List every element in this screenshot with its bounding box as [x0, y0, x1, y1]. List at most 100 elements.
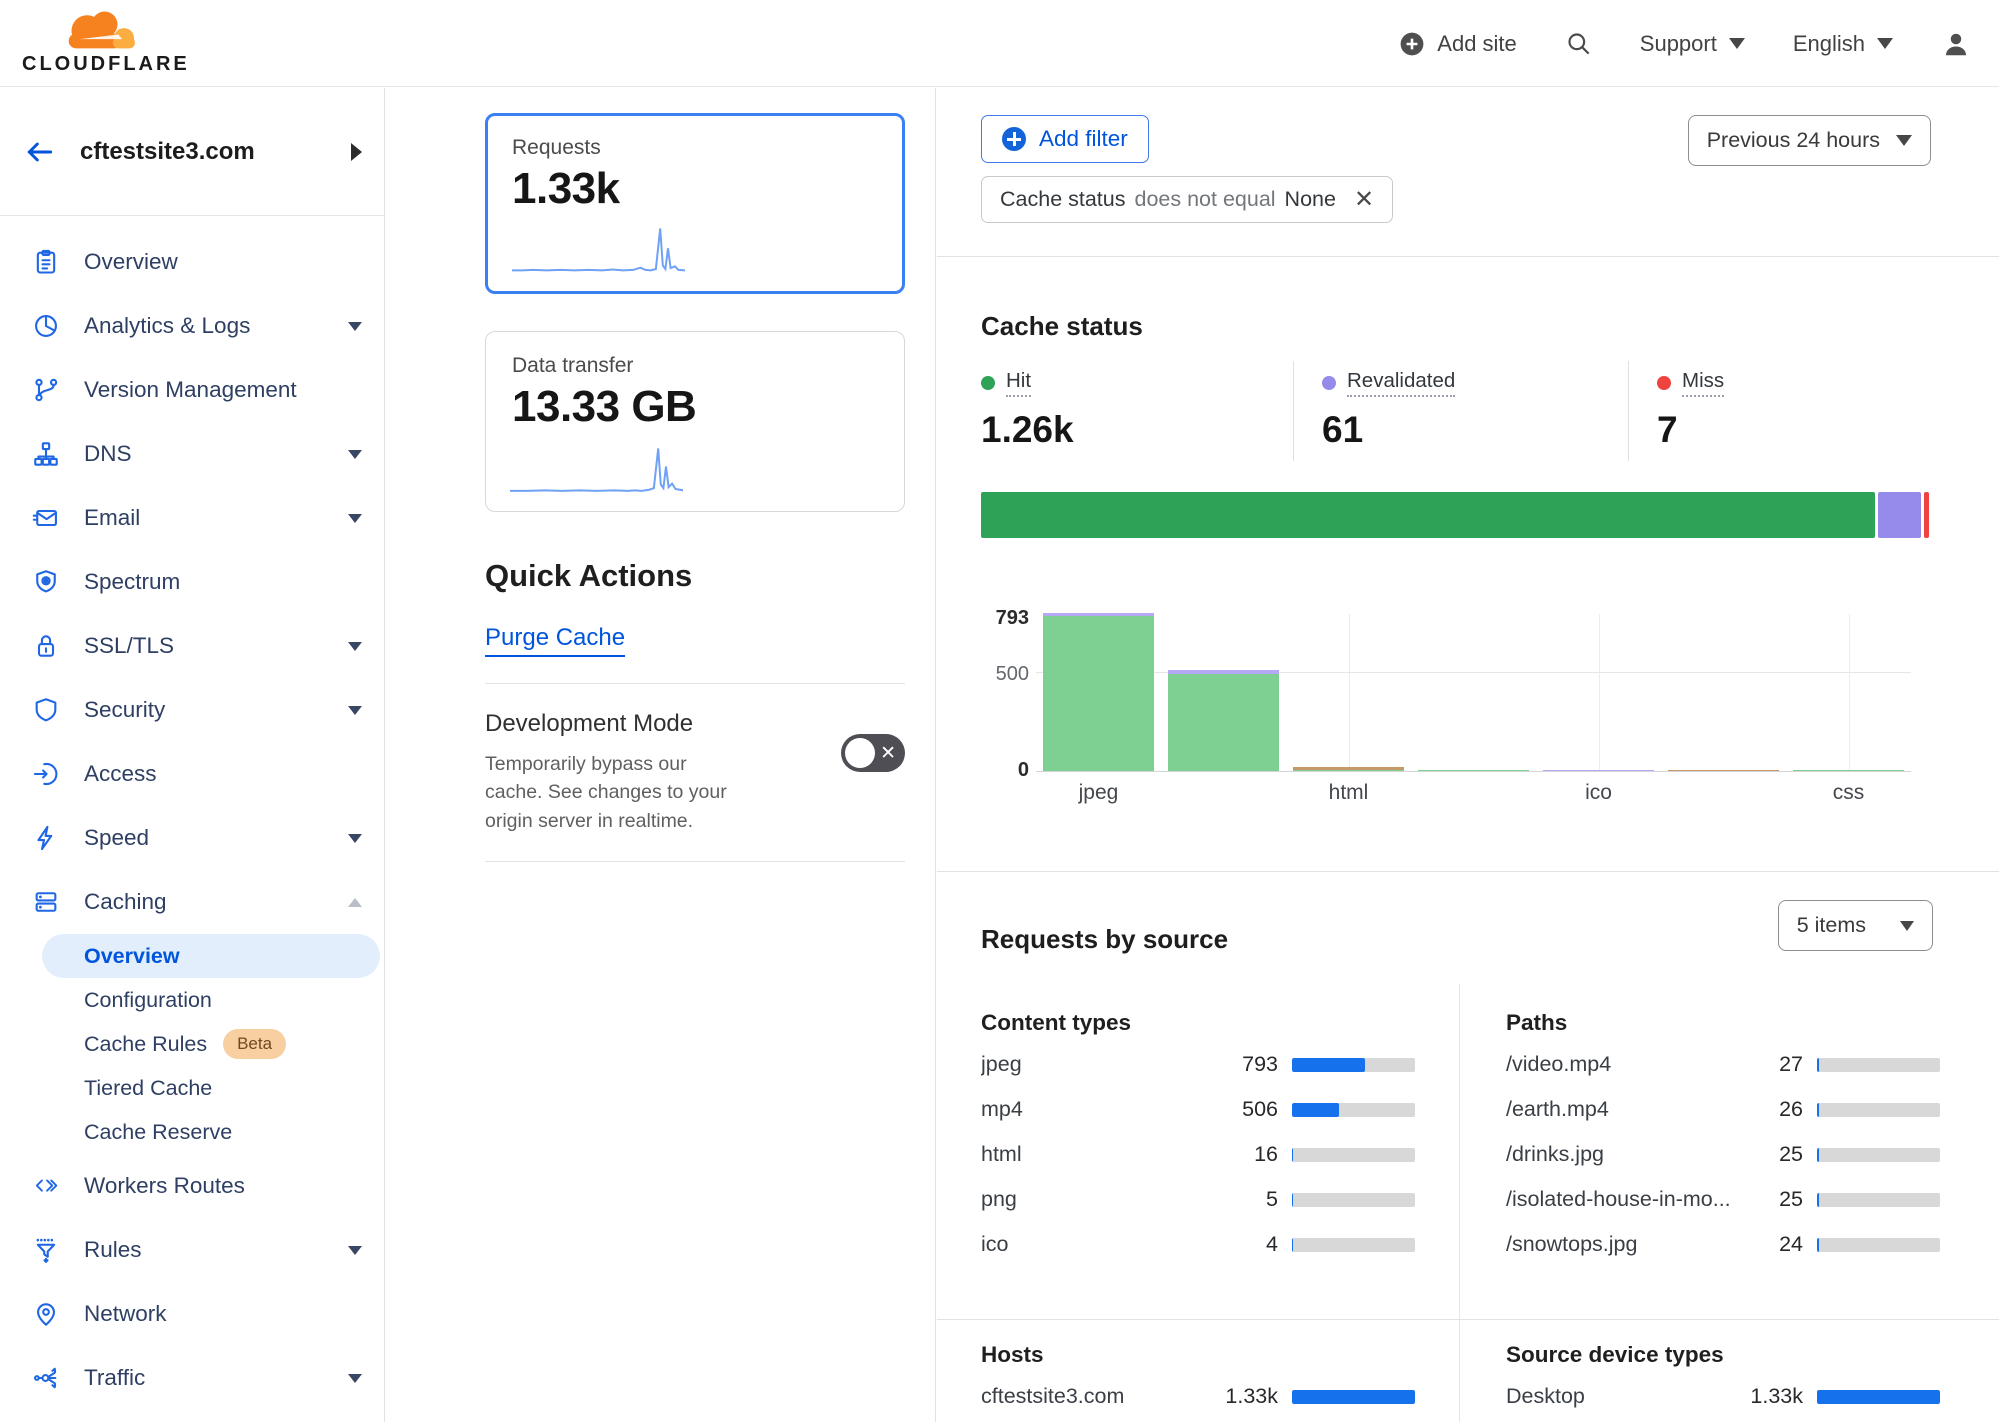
add-site-button[interactable]: Add site: [1399, 31, 1517, 57]
shield-icon: [35, 698, 57, 722]
gridline-vertical: [1598, 614, 1600, 771]
bar-mp4[interactable]: [1168, 670, 1279, 771]
sidebar-item-ssl-tls[interactable]: SSL/TLS: [0, 614, 384, 678]
sidebar-subitem-tiered-cache[interactable]: Tiered Cache: [0, 1066, 384, 1110]
requests-metric-card[interactable]: Requests 1.33k: [485, 113, 905, 294]
bar-png[interactable]: [1418, 769, 1529, 771]
purge-cache-link[interactable]: Purge Cache: [485, 624, 626, 657]
sidebar-item-email[interactable]: Email: [0, 486, 384, 550]
x-axis-label-ico: ico: [1585, 781, 1612, 804]
data-transfer-value: 13.33 GB: [512, 382, 697, 431]
sidebar-item-label: Overview: [84, 249, 178, 274]
row-value: 25: [1779, 1187, 1803, 1211]
table-header: Paths: [1506, 1010, 1568, 1035]
cloudflare-logo[interactable]: CLOUDFLARE: [22, 6, 187, 76]
table-row[interactable]: html 16: [981, 1132, 1415, 1177]
add-filter-button[interactable]: Add filter: [981, 115, 1149, 163]
sidebar-nav: Overview Analytics & Logs Version Manageme…: [0, 216, 384, 1422]
bar-other[interactable]: [1668, 769, 1779, 771]
language-menu[interactable]: English: [1793, 31, 1893, 57]
sidebar-item-network[interactable]: Network: [0, 1282, 384, 1346]
bar-html[interactable]: [1293, 766, 1404, 771]
stat-label[interactable]: Hit: [1006, 369, 1032, 397]
bar-segment-revalidated: [1168, 670, 1279, 674]
sidebar-item-label: Rules: [84, 1237, 142, 1262]
cache-status-title: Cache status: [981, 311, 1143, 341]
sidebar-subitem-configuration[interactable]: Configuration: [0, 978, 384, 1022]
sidebar-item-workers-routes[interactable]: Workers Routes: [0, 1154, 384, 1218]
time-range-select[interactable]: Previous 24 hours: [1687, 115, 1931, 166]
lock-icon: [37, 635, 55, 657]
stackbar-segment-miss: [1924, 492, 1929, 538]
code-icon: [35, 1179, 58, 1192]
bar-jpeg[interactable]: [1043, 613, 1154, 771]
development-mode-title: Development Mode: [485, 710, 694, 737]
row-label: /snowtops.jpg: [1506, 1232, 1638, 1256]
development-mode-toggle[interactable]: ✕: [841, 734, 905, 772]
row-bar: [1817, 1147, 1940, 1162]
stat-hit: Hit 1.26k: [981, 361, 1293, 461]
sidebar-item-spectrum[interactable]: Spectrum: [0, 550, 384, 614]
data-transfer-label: Data transfer: [512, 354, 634, 377]
sidebar-item-caching[interactable]: Caching: [0, 870, 384, 934]
sidebar-item-label: Security: [84, 697, 166, 722]
stat-label[interactable]: Miss: [1682, 369, 1725, 397]
sidebar-item-dns[interactable]: DNS: [0, 422, 384, 486]
header-actions: Add site Support English: [1399, 0, 1971, 87]
user-avatar[interactable]: [1941, 29, 1971, 59]
table-row[interactable]: /isolated-house-in-mo... 25: [1506, 1177, 1940, 1222]
table-row[interactable]: png 5: [981, 1177, 1415, 1222]
sidebar-item-label: Network: [84, 1301, 167, 1326]
table-row[interactable]: Desktop 1.33k: [1506, 1374, 1940, 1419]
table-row[interactable]: jpeg 793: [981, 1042, 1415, 1087]
requests-by-source-title: Requests by source: [981, 924, 1229, 954]
back-arrow-icon[interactable]: [24, 136, 56, 168]
table-row[interactable]: /video.mp4 27: [1506, 1042, 1940, 1087]
support-menu[interactable]: Support: [1640, 31, 1745, 57]
sidebar-subitem-cache-reserve[interactable]: Cache Reserve: [0, 1110, 384, 1154]
chevron-up-icon: [348, 897, 362, 907]
sidebar-item-version-management[interactable]: Version Management: [0, 358, 384, 422]
sidebar-item-label: Version Management: [84, 377, 297, 402]
bar-segment-revalidated: [1543, 769, 1654, 771]
sidebar-item-analytics-logs[interactable]: Analytics & Logs: [0, 294, 384, 358]
divider: [937, 1319, 1999, 1320]
sidebar-item-security[interactable]: Security: [0, 678, 384, 742]
table-row[interactable]: cftestsite3.com 1.33k: [981, 1374, 1415, 1419]
row-label: png: [981, 1187, 1017, 1211]
table-row[interactable]: /drinks.jpg 25: [1506, 1132, 1940, 1177]
table-row[interactable]: mp4 506: [981, 1087, 1415, 1132]
sidebar-item-custom-pages[interactable]: Custom Pages: [0, 1410, 384, 1422]
search-icon: [1568, 33, 1590, 55]
sidebar-item-rules[interactable]: Rules: [0, 1218, 384, 1282]
sidebar-item-access[interactable]: Access: [0, 742, 384, 806]
items-count-select[interactable]: 5 items: [1777, 900, 1933, 951]
chevron-right-icon[interactable]: [351, 142, 362, 161]
sidebar-subitem-cache-rules[interactable]: Cache Rules Beta: [0, 1022, 384, 1066]
share-nodes-icon: [33, 1367, 57, 1389]
data-transfer-metric-card[interactable]: Data transfer 13.33 GB: [485, 331, 905, 512]
table-row[interactable]: /earth.mp4 26: [1506, 1087, 1940, 1132]
gridline-vertical: [1348, 614, 1350, 771]
row-value: 793: [1242, 1052, 1278, 1076]
sidebar-item-traffic[interactable]: Traffic: [0, 1346, 384, 1410]
stat-label[interactable]: Revalidated: [1347, 369, 1456, 397]
requests-by-source-section: Requests by source 5 items Content types…: [937, 872, 1999, 1422]
sidebar-subitem-overview[interactable]: Overview: [42, 934, 380, 978]
sidebar-item-overview[interactable]: Overview: [0, 230, 384, 294]
stat-value: 7: [1657, 409, 1678, 450]
quick-actions-title: Quick Actions: [485, 558, 693, 593]
row-value: 4: [1266, 1232, 1278, 1256]
bar-ico[interactable]: [1543, 769, 1654, 771]
content-type-bar-chart: [1036, 613, 1911, 772]
sidebar-item-speed[interactable]: Speed: [0, 806, 384, 870]
user-icon: [1946, 33, 1966, 55]
column-divider: [1459, 984, 1460, 1422]
remove-filter-icon[interactable]: ✕: [1353, 185, 1375, 213]
search-button[interactable]: [1565, 30, 1592, 57]
stat-value: 1.26k: [981, 409, 1074, 450]
table-row[interactable]: ico 4: [981, 1222, 1415, 1267]
table-row[interactable]: /snowtops.jpg 24: [1506, 1222, 1940, 1267]
bar-css[interactable]: [1793, 769, 1904, 771]
chevron-down-icon: [1900, 920, 1914, 931]
